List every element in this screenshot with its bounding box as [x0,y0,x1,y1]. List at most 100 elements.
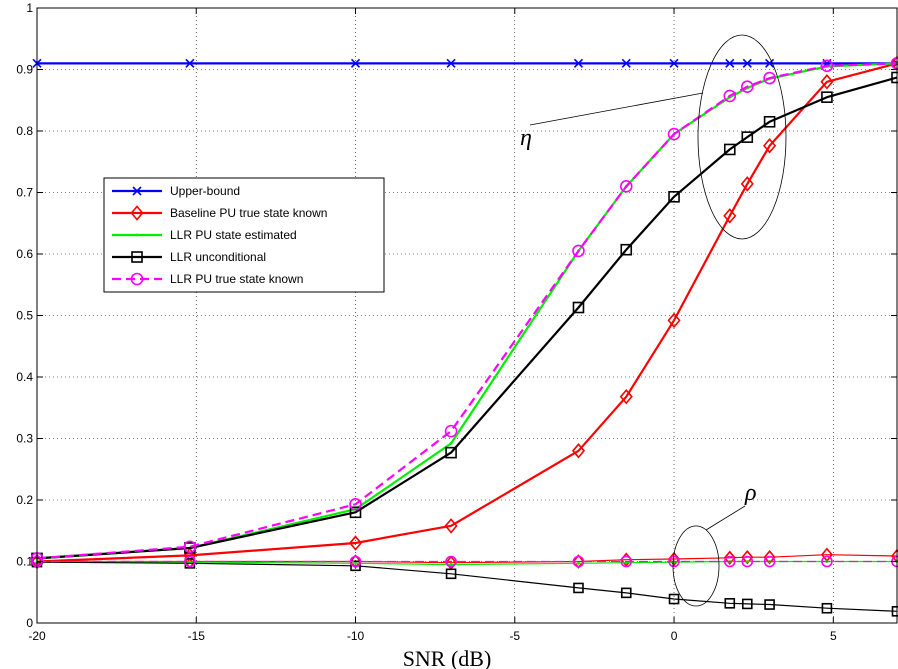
circle-marker [763,555,776,568]
y-tick-label: 0.5 [16,309,33,323]
x-marker [725,58,735,68]
circle-marker [572,555,585,568]
legend-label: LLR PU state estimated [170,228,297,242]
square-marker [741,131,754,143]
circle-marker [668,555,680,568]
square-marker [572,301,585,314]
y-tick-label: 0 [26,616,33,630]
y-tick-label: 0.6 [16,247,33,261]
square-marker [723,143,736,156]
diamond-marker [820,74,834,90]
y-tick-label: 0.7 [16,186,33,200]
diamond-marker [740,176,754,192]
legend-entry: Baseline PU true state known [112,205,327,221]
square-marker [349,506,362,519]
y-tick-label: 0.8 [16,124,33,138]
circle-marker [445,555,457,568]
series-line [36,561,898,612]
circle-marker [723,555,736,568]
x-marker-stroke [621,58,631,68]
eta-ellipse [697,34,787,240]
x-tick-label: 5 [830,629,837,643]
diamond-marker [619,388,633,405]
circle-marker [820,59,834,73]
legend: Upper-bound Baseline PU true state known L… [103,177,385,293]
circle-marker [763,71,776,85]
series-line [37,554,898,564]
diamond-marker [723,550,736,566]
diamond-marker [763,138,777,154]
x-marker [132,186,142,196]
x-marker-stroke [446,58,456,68]
square-marker [573,582,584,594]
ticks: 0 0.1 0.2 0.3 0.4 0.5 0.6 0.7 0.8 0.9 1 -20 -15 -10 -5… [16,1,897,643]
rho-ellipse [672,525,720,607]
circle-marker [349,555,362,568]
legend-label: Baseline PU true state known [170,206,327,220]
dot-marker [449,442,453,445]
circle-marker [619,180,633,193]
x-marker-stroke [573,58,584,68]
diamond-marker [723,208,737,224]
eta-leader-line [529,92,704,126]
square-marker [620,243,633,256]
dot-marker [449,563,453,566]
rho-leader-line [705,505,746,531]
circle-marker [572,244,585,258]
legend-label: LLR PU true state known [170,272,303,286]
y-tick-label: 1 [26,1,33,15]
x-axis-label: SNR (dB) [403,646,492,669]
square-marker [741,598,753,610]
circle-marker [741,555,754,568]
x-marker [621,58,631,68]
x-marker [350,58,361,68]
square-marker [763,115,776,128]
legend-label: Upper-bound [170,184,240,198]
circle-marker [667,127,681,141]
square-marker [131,251,143,263]
dot-marker [577,561,580,565]
x-marker-stroke [132,186,142,196]
x-marker-stroke [765,58,775,68]
x-marker-stroke [742,58,752,68]
square-marker [445,446,457,459]
diamond-marker [349,554,362,569]
circle-marker [130,272,144,286]
diamond-marker [130,205,144,221]
y-tick-label: 0.3 [16,432,33,446]
square-marker [620,587,632,599]
circle-marker [740,80,754,94]
x-marker [573,58,584,68]
dot-marker [135,233,139,237]
series-line [36,62,898,560]
y-tick-label: 0.2 [16,493,33,507]
annotations: ηρ [520,34,787,607]
square-marker [668,191,680,203]
diamond-marker [572,554,585,569]
circle-marker [184,555,196,568]
square-marker [350,560,361,572]
x-marker [765,58,775,68]
legend-entry: LLR PU state estimated [112,228,297,242]
legend-entry: LLR unconditional [112,250,266,264]
circle-marker [183,540,197,554]
diamond-marker [571,443,586,459]
x-marker [185,58,195,68]
x-marker-stroke [185,58,195,68]
x-tick-label: -10 [347,629,365,643]
x-marker [669,58,679,68]
y-tick-label: 0.1 [16,555,33,569]
dot-marker [354,561,357,565]
x-marker-stroke [725,58,735,68]
y-tick-label: 0.4 [16,370,33,384]
legend-entry: LLR PU true state known [112,272,303,286]
circle-marker [620,555,633,568]
circle-marker [349,498,362,511]
x-tick-label: -15 [188,629,206,643]
dot-marker [745,560,749,563]
square-marker [821,91,833,103]
circle-marker [723,89,737,103]
diamond-marker [741,549,754,565]
x-marker-stroke [350,58,361,68]
